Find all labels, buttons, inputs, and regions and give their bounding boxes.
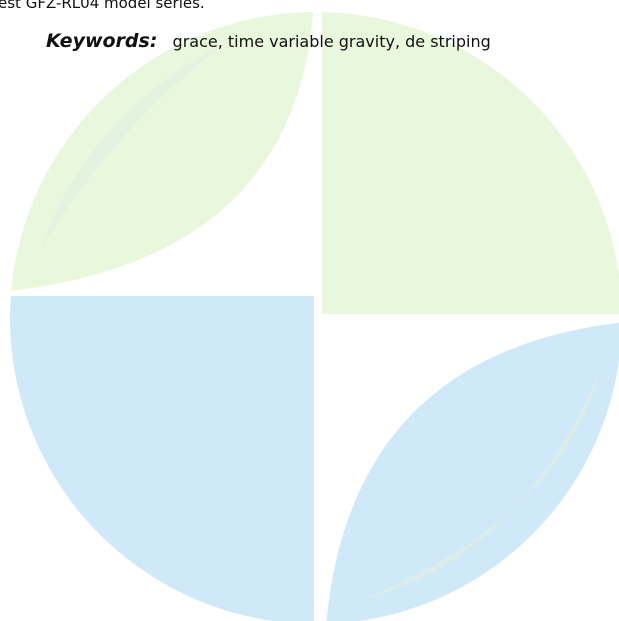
keywords: Keywords: grace, time variable gravity, …: [46, 30, 491, 52]
leaf-bottom-right: [326, 322, 619, 621]
keywords-text: grace, time variable gravity, de stripin…: [172, 32, 491, 51]
quarter-bottom-left: [10, 296, 314, 621]
text-fragment: est GFZ-RL04 model series.: [0, 0, 205, 12]
keywords-label: Keywords:: [46, 30, 158, 52]
